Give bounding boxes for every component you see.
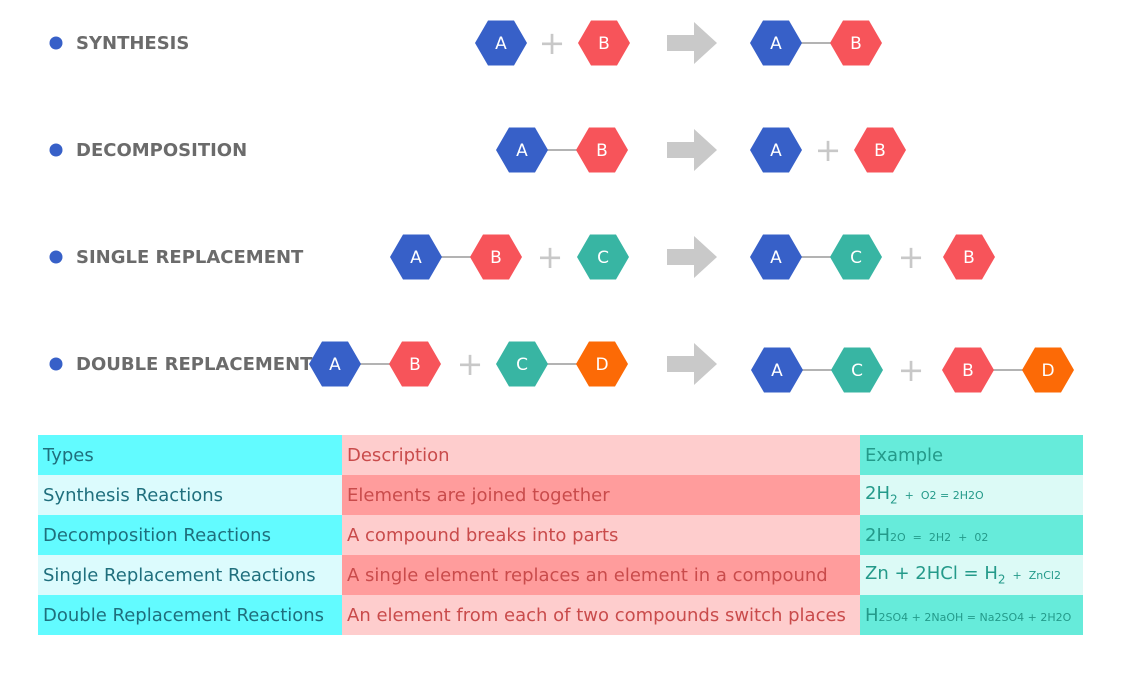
description-cell: A single element replaces an element in … (342, 555, 860, 595)
bullet-icon (49, 143, 63, 157)
plus-sign: + (457, 345, 484, 383)
header-types: Types (38, 435, 342, 475)
formula-part: Zn + 2HCl = H (865, 563, 998, 585)
plus-sign: + (539, 24, 566, 62)
reactions-diagram: SYNTHESIS A B + A B DECOMPOSITION A B A B + SINGLE R… (49, 20, 1074, 393)
formula-part: 2O (890, 530, 906, 544)
hexagon-a (750, 20, 802, 66)
hexagon-d (1022, 347, 1074, 393)
hexagon-label: D (1041, 361, 1054, 381)
hexagon-label: B (850, 34, 862, 54)
hexagon-b (943, 234, 995, 280)
reaction-arrow (667, 236, 717, 278)
description-cell: A compound breaks into parts (342, 515, 860, 555)
hexagon-label: B (598, 34, 610, 54)
hexagon-b (389, 341, 441, 387)
hexagon-label: A (329, 355, 341, 375)
hexagon-label: A (770, 141, 782, 161)
type-cell: Synthesis Reactions (38, 475, 342, 515)
plus-sign: + (898, 238, 925, 276)
hexagon-b (830, 20, 882, 66)
description-cell: An element from each of two compounds sw… (342, 595, 860, 635)
hexagon-label: B (874, 141, 886, 161)
example-cell: H2SO4 + 2NaOH = Na2SO4 + 2H2O (860, 595, 1083, 635)
hexagon-d (576, 341, 628, 387)
formula-part: 2 (890, 492, 898, 507)
hexagon-c (496, 341, 548, 387)
hexagon-c (830, 234, 882, 280)
table-row: Synthesis Reactions Elements are joined … (38, 475, 1083, 515)
hexagon-label: C (597, 248, 609, 268)
hexagon-label: C (851, 361, 863, 381)
type-cell: Double Replacement Reactions (38, 595, 342, 635)
hexagon-b (470, 234, 522, 280)
hexagon-a (750, 234, 802, 280)
hexagon-label: B (490, 248, 502, 268)
formula-part: + ZnCl2 (1005, 569, 1061, 583)
formula-part: 2SO4 + 2NaOH = Na2SO4 + 2H2O (878, 610, 1072, 624)
hexagon-b (942, 347, 994, 393)
hexagon-a (309, 341, 361, 387)
reaction-title: SINGLE REPLACEMENT (76, 247, 304, 268)
hexagon-label: A (516, 141, 528, 161)
hexagon-label: A (770, 34, 782, 54)
formula-part: 2 (997, 572, 1006, 587)
header-example: Example (860, 435, 1083, 475)
reaction-arrow (667, 343, 717, 385)
hexagon-label: B (962, 361, 974, 381)
bullet-icon (49, 250, 63, 264)
hexagon-label: B (596, 141, 608, 161)
hexagon-c (831, 347, 883, 393)
hexagon-label: D (595, 355, 608, 375)
hexagon-b (854, 127, 906, 173)
reaction-types-table: Types Description Example Synthesis Reac… (38, 435, 1083, 635)
hexagon-a (390, 234, 442, 280)
hexagon-b (576, 127, 628, 173)
formula-part: H (865, 604, 879, 626)
description-cell: Elements are joined together (342, 475, 860, 515)
reaction-title: SYNTHESIS (76, 33, 189, 54)
example-cell: 2H2O = 2H2 + 02 (860, 515, 1083, 555)
hexagon-label: A (495, 34, 507, 54)
hexagon-label: B (409, 355, 421, 375)
hexagon-a (751, 347, 803, 393)
reaction-title: DECOMPOSITION (76, 140, 247, 161)
formula-part: + (897, 489, 921, 503)
formula-part: O2 = 2H2O (920, 489, 984, 503)
reaction-arrow (667, 129, 717, 171)
hexagon-label: A (770, 248, 782, 268)
table-row: Double Replacement Reactions An element … (38, 595, 1083, 635)
formula-part: 2H (865, 483, 890, 505)
table-header-row: Types Description Example (38, 435, 1083, 475)
example-cell: Zn + 2HCl = H2 + ZnCl2 (860, 555, 1083, 595)
table-row: Single Replacement Reactions A single el… (38, 555, 1083, 595)
formula-part: 2H (865, 524, 890, 546)
hexagon-a (496, 127, 548, 173)
example-cell: 2H2 + O2 = 2H2O (860, 475, 1083, 515)
hexagon-a (475, 20, 527, 66)
reaction-title: DOUBLE REPLACEMENT (76, 354, 313, 375)
hexagon-label: C (516, 355, 528, 375)
table-row: Decomposition Reactions A compound break… (38, 515, 1083, 555)
plus-sign: + (815, 131, 842, 169)
bullet-icon (49, 357, 63, 371)
bullet-icon (49, 36, 63, 50)
type-cell: Single Replacement Reactions (38, 555, 342, 595)
hexagon-label: C (850, 248, 862, 268)
plus-sign: + (537, 238, 564, 276)
header-description: Description (342, 435, 860, 475)
hexagon-a (750, 127, 802, 173)
hexagon-c (577, 234, 629, 280)
hexagon-b (578, 20, 630, 66)
reaction-arrow (667, 22, 717, 64)
plus-sign: + (898, 351, 925, 389)
hexagon-label: A (410, 248, 422, 268)
formula-part: = 2H2 + 02 (905, 530, 989, 544)
hexagon-label: B (963, 248, 975, 268)
hexagon-label: A (771, 361, 783, 381)
type-cell: Decomposition Reactions (38, 515, 342, 555)
